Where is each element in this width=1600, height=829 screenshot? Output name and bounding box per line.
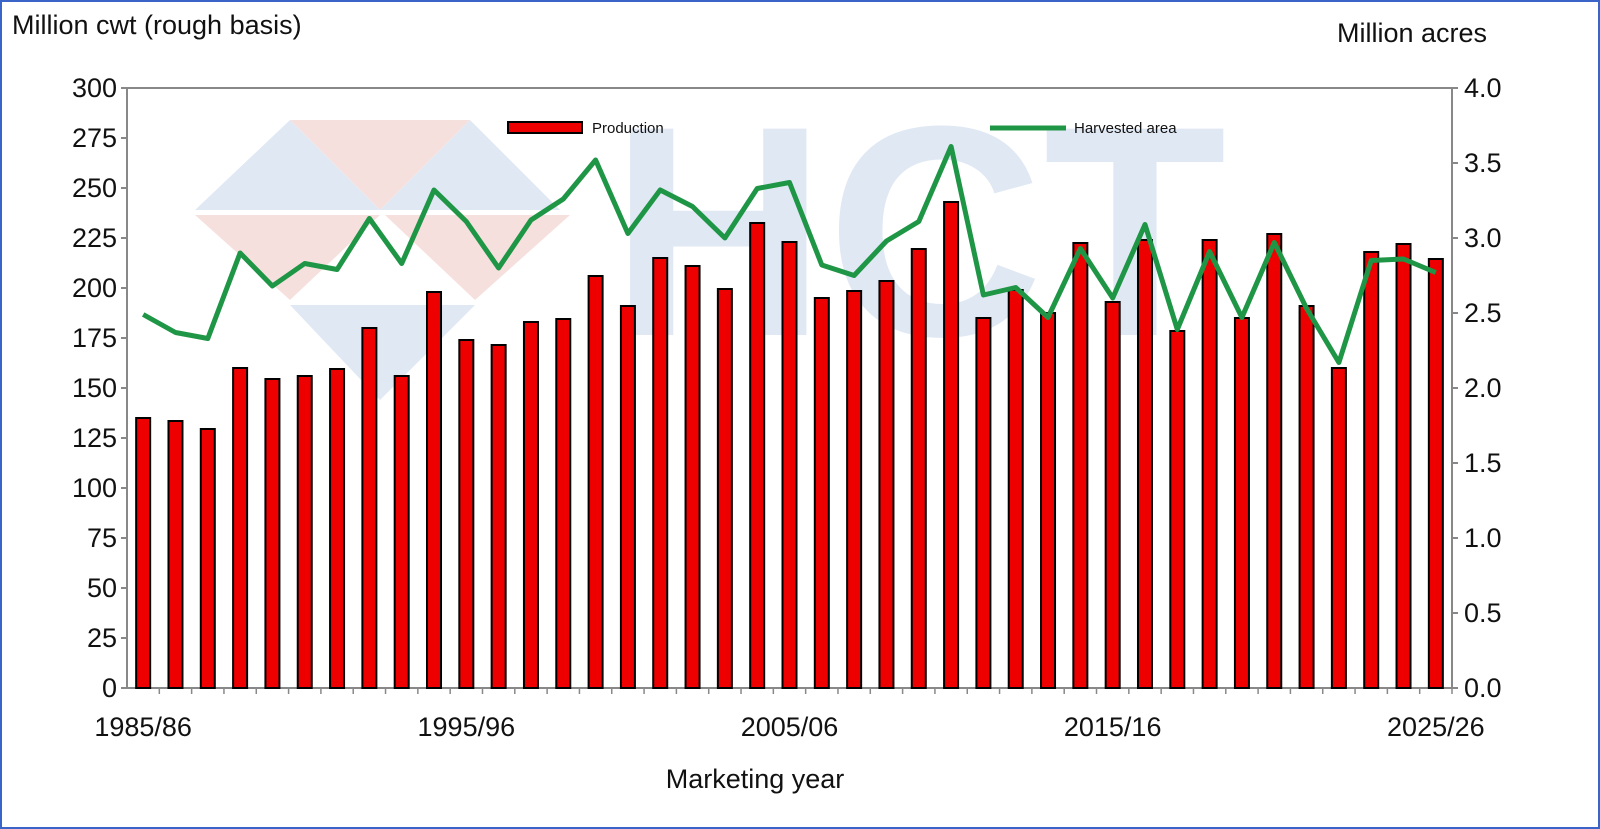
production-bar (813, 297, 830, 689)
x-tick-label: 2005/06 (741, 712, 839, 742)
production-bar (1201, 239, 1218, 689)
y-tick-label: 250 (72, 173, 117, 203)
production-bar (426, 291, 443, 689)
production-bar (490, 344, 507, 689)
production-bar (684, 265, 701, 689)
production-bar (1395, 243, 1412, 689)
y2-tick-label: 1.0 (1464, 523, 1502, 553)
y-tick-label: 175 (72, 323, 117, 353)
production-bar (329, 368, 346, 689)
x-tick-label: 2025/26 (1387, 712, 1485, 742)
y2-tick-label: 2.0 (1464, 373, 1502, 403)
production-bar (652, 257, 669, 689)
production-bar (199, 428, 216, 689)
production-bar (393, 375, 410, 689)
production-bar (716, 288, 733, 689)
y-tick-label: 150 (72, 373, 117, 403)
x-tick-label: 1985/86 (94, 712, 192, 742)
production-bar (458, 339, 475, 689)
production-bar (1298, 305, 1315, 689)
production-bar (846, 290, 863, 689)
production-bar (878, 280, 895, 689)
legend: Production Harvested area (507, 120, 1177, 137)
production-bar (522, 321, 539, 689)
production-bar (1330, 367, 1347, 689)
production-bar (910, 248, 927, 689)
production-bar (555, 318, 572, 689)
y2-tick-label: 2.5 (1464, 298, 1502, 328)
x-tick-label: 2015/16 (1064, 712, 1162, 742)
production-bar (619, 305, 636, 689)
legend-production-swatch (507, 121, 583, 134)
y2-tick-label: 1.5 (1464, 448, 1502, 478)
production-bar (975, 317, 992, 689)
production-bar (1266, 233, 1283, 689)
y2-tick-label: 3.0 (1464, 223, 1502, 253)
y-tick-label: 25 (87, 623, 117, 653)
y-tick-label: 50 (87, 573, 117, 603)
y-tick-label: 100 (72, 473, 117, 503)
y-tick-label: 200 (72, 273, 117, 303)
production-bar (587, 275, 604, 689)
production-bar (135, 417, 152, 689)
production-bar (1136, 239, 1153, 689)
harvested-area-line (141, 144, 1437, 365)
watermark-logo: HCT (195, 63, 1227, 400)
production-bar (1363, 251, 1380, 689)
production-bar (749, 222, 766, 689)
production-bar (1427, 258, 1444, 689)
x-tick-label: 1995/96 (418, 712, 516, 742)
production-bar (361, 327, 378, 689)
y2-tick-label: 3.5 (1464, 148, 1502, 178)
left-axis-title: Million cwt (rough basis) (12, 10, 302, 40)
legend-area-label: Harvested area (1074, 120, 1177, 137)
production-bar (1169, 330, 1186, 689)
y2-tick-label: 0.5 (1464, 598, 1502, 628)
right-axis-title: Million acres (1337, 18, 1487, 48)
y2-tick-label: 0.0 (1464, 673, 1502, 703)
production-bar (1104, 301, 1121, 689)
x-axis-title: Marketing year (666, 764, 845, 794)
production-bar (167, 420, 184, 689)
production-bar (1007, 289, 1024, 689)
production-bar (264, 378, 281, 689)
y-tick-label: 275 (72, 123, 117, 153)
production-bar (1233, 317, 1250, 689)
production-bar (1072, 242, 1089, 689)
y-tick-label: 300 (72, 73, 117, 103)
production-bar (943, 201, 960, 689)
production-bar (296, 375, 313, 689)
y-tick-label: 125 (72, 423, 117, 453)
production-bar (1040, 312, 1057, 689)
y-tick-label: 0 (102, 673, 117, 703)
y2-tick-label: 4.0 (1464, 73, 1502, 103)
production-bar (781, 241, 798, 689)
legend-production-label: Production (592, 120, 664, 137)
y-tick-label: 75 (87, 523, 117, 553)
y-tick-label: 225 (72, 223, 117, 253)
production-bar (232, 367, 249, 689)
